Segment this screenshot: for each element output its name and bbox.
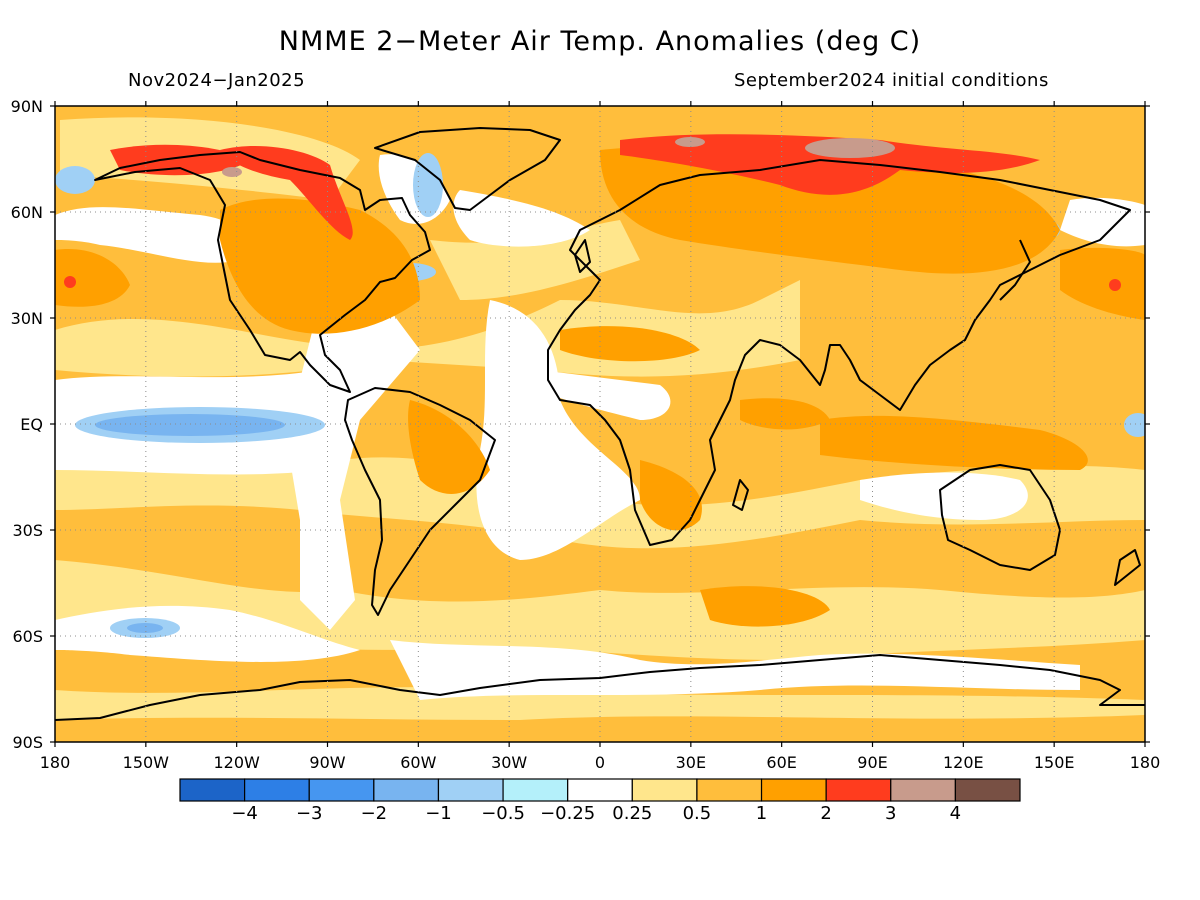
colorbar-swatch [631,778,698,802]
moderate-warm-areas [55,145,1145,627]
cold-anomaly-core [95,414,285,633]
north-america-coast [94,151,431,393]
greenland-coast [374,127,561,211]
colorbar-label: −3 [296,803,323,824]
eurasia-africa-coast [547,159,1131,546]
lat-label: 90N [11,97,43,116]
colorbar-label: 1 [756,803,767,824]
colorbar-label: −4 [231,803,258,824]
lon-label: 180 [40,753,71,772]
strong-warm-areas [64,134,1121,291]
lon-label: 90W [309,753,345,772]
lon-label: 60E [766,753,796,772]
colorbar-swatch [696,778,763,802]
lat-label: 60N [11,203,43,222]
australia-coast [939,464,1061,571]
antarctica-coast [55,654,1145,721]
lon-label: 90E [857,753,887,772]
lon-label: 120E [943,753,984,772]
colorbar [179,778,1021,802]
colorbar-swatch [373,778,440,802]
colorbar-swatch [567,778,633,802]
extreme-warm-areas [222,137,895,177]
colorbar-label: 0.25 [612,803,652,824]
lat-label: 60S [12,627,43,646]
axis-ticks [50,101,1150,747]
colorbar-label: −0.5 [481,803,525,824]
colorbar-label: −0.25 [540,803,595,824]
initial-conditions-label: September2024 initial conditions [734,70,1049,91]
colorbar-label: 2 [820,803,831,824]
colorbar-swatch [308,778,375,802]
lon-label: 150E [1034,753,1075,772]
lon-label: 60W [400,753,436,772]
lon-label: 30E [676,753,706,772]
south-america-coast [344,387,496,616]
colorbar-swatch [890,778,956,802]
latitude-axis: 90N 60N 30N EQ 30S 60S 90S [11,97,43,752]
new-zealand-coast [1114,549,1141,586]
madagascar-coast [732,479,749,511]
colorbar-label: 0.5 [683,803,712,824]
lat-label: 30S [12,521,43,540]
anomaly-field [55,106,1145,742]
uk-coast [574,239,591,273]
colorbar-swatch [954,778,1021,802]
forecast-period: Nov2024−Jan2025 [128,70,306,91]
colorbar-label: −2 [361,803,388,824]
lat-label: EQ [20,415,43,434]
colorbar-swatch [437,778,504,802]
map-gridlines [55,106,1145,742]
colorbar-swatch [760,778,827,802]
colorbar-swatch [825,778,892,802]
colorbar-swatch [244,778,310,802]
colorbar-swatch [502,778,569,802]
colorbar-label: 3 [885,803,896,824]
neutral-areas [55,154,1145,700]
colorbar-swatch [179,778,246,802]
lon-label: 150W [123,753,170,772]
lon-label: 180 [1130,753,1161,772]
lon-label: 120W [213,753,260,772]
lat-label: 30N [11,309,43,328]
lat-label: 90S [12,733,43,752]
longitude-axis: 180 150W 120W 90W 60W 30W 0 30E 60E 90E 120E 150E 18… [40,753,1161,772]
colorbar-label: 4 [950,803,961,824]
coastlines [55,127,1145,721]
map-title: NMME 2−Meter Air Temp. Anomalies (deg C) [278,26,922,57]
lon-label: 30W [491,753,527,772]
japan-coast [999,239,1031,301]
colorbar-label: −1 [425,803,452,824]
lon-label: 0 [595,753,605,772]
colorbar-labels: −4 −3 −2 −1 −0.5 −0.25 0.25 0.5 1 2 3 4 [231,803,961,824]
